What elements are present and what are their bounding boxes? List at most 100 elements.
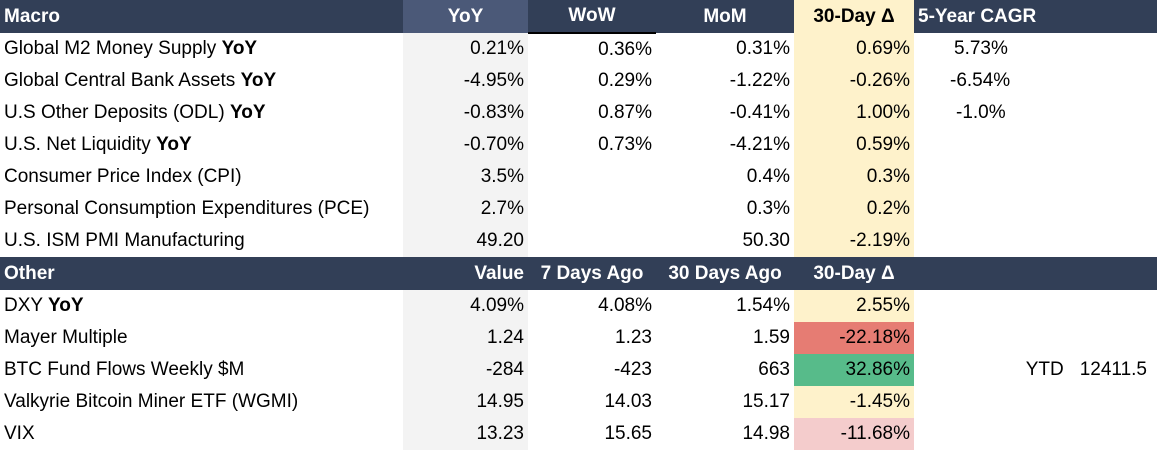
cell-5-year-cagr [914,161,1157,193]
cell-30-days-ago: 663 [758,359,790,380]
cell-7-days-ago: 4.08% [598,295,652,316]
table-row: Consumer Price Index (CPI) 3.5% 0.4% 0.3… [0,161,1157,193]
cell-30-days-ago: 1.54% [736,295,790,316]
cell-5-year-cagr: -6.54% [950,70,1011,91]
cell-5-year-cagr [914,193,1157,225]
cell-value: 4.09% [403,290,528,322]
cell-30-day-change: 32.86% [794,354,914,386]
cell-mom: -0.41% [729,102,790,123]
row-label: U.S. Net Liquidity YoY [4,134,192,155]
cell-5-year-cagr: -1.0% [956,102,1006,123]
other-section-title: Other [0,257,403,290]
cell-30-day-change: -2.19% [794,225,914,257]
row-label: U.S Other Deposits (ODL) YoY [4,102,266,123]
cell-mom: 0.4% [746,166,790,187]
row-label: BTC Fund Flows Weekly $M [4,359,245,380]
cell-yoy: 0.21% [403,33,528,65]
cell-yoy: 3.5% [403,161,528,193]
cell-yoy: 2.7% [403,193,528,225]
header-30-days-ago: 30 Days Ago [656,257,794,290]
cell-yoy: -4.95% [403,65,528,97]
table-row: BTC Fund Flows Weekly $M -284 -423 663 3… [0,354,1157,386]
cell-30-days-ago: 15.17 [742,391,790,412]
cell-30-days-ago: 14.98 [742,423,790,444]
cell-30-days-ago: 1.59 [753,327,790,348]
cell-30-day-change: 0.3% [794,161,914,193]
cell-empty [914,322,1157,354]
cell-30-day-change: 0.69% [794,33,914,65]
cell-wow: 0.87% [598,102,652,123]
cell-30-day-change: -1.45% [794,386,914,418]
cell-value: 14.95 [403,386,528,418]
cell-empty [914,418,1157,450]
table-row: U.S Other Deposits (ODL) YoY -0.83% 0.87… [0,97,1157,129]
row-label: Personal Consumption Expenditures (PCE) [4,198,370,219]
row-label: U.S. ISM PMI Manufacturing [4,230,245,251]
table-row: Mayer Multiple 1.24 1.23 1.59 -22.18% [0,322,1157,354]
header-30-day-change: 30-Day Δ [794,257,914,290]
table-row: U.S. ISM PMI Manufacturing 49.20 50.30 -… [0,225,1157,257]
cell-7-days-ago: -423 [613,359,652,380]
cell-yoy: -0.70% [403,129,528,161]
macro-header-row: Macro YoY WoW MoM 30-Day Δ 5-Year CAGR [0,0,1157,34]
cell-30-day-change: -22.18% [794,322,914,354]
cell-5-year-cagr [914,129,1157,161]
cell-mom: -1.22% [729,70,790,91]
cell-5-year-cagr [914,225,1157,257]
cell-30-day-change: 2.55% [794,290,914,322]
cell-wow: 0.73% [598,134,652,155]
ytd-value: 12411.5 [1079,359,1147,380]
cell-mom: -4.21% [729,134,790,155]
cell-wow: 0.29% [598,70,652,91]
header-mom: MoM [656,0,794,33]
cell-30-day-change: -0.26% [794,65,914,97]
cell-yoy: 49.20 [403,225,528,257]
cell-30-day-change: -11.68% [794,418,914,450]
cell-7-days-ago: 15.65 [604,423,652,444]
row-label: Global M2 Money Supply YoY [4,38,258,59]
other-header-row: Other Value 7 Days Ago 30 Days Ago 30-Da… [0,257,1157,290]
cell-7-days-ago: 14.03 [604,391,652,412]
table-row: U.S. Net Liquidity YoY -0.70% 0.73% -4.2… [0,129,1157,161]
cell-mom: 50.30 [742,230,790,251]
cell-mom: 0.3% [746,198,790,219]
cell-5-year-cagr: 5.73% [954,38,1008,59]
cell-30-day-change: 0.2% [794,193,914,225]
cell-wow [528,225,656,257]
ytd-label: YTD [1025,359,1064,380]
cell-30-day-change: 0.59% [794,129,914,161]
row-label: VIX [4,423,35,444]
cell-value: 1.24 [403,322,528,354]
cell-value: -284 [403,354,528,386]
row-label: Valkyrie Bitcoin Miner ETF (WGMI) [4,391,299,412]
cell-empty [914,386,1157,418]
table-row: Global Central Bank Assets YoY -4.95% 0.… [0,65,1157,97]
header-value: Value [403,257,528,290]
header-5-year-cagr: 5-Year CAGR [914,0,1157,33]
cell-yoy: -0.83% [403,97,528,129]
cell-30-day-change: 1.00% [794,97,914,129]
ytd-cell: YTD 12411.5 [914,354,1157,386]
row-label: Global Central Bank Assets YoY [4,70,277,91]
table-row: DXY YoY 4.09% 4.08% 1.54% 2.55% [0,290,1157,322]
cell-wow [528,161,656,193]
row-label: DXY YoY [4,295,84,316]
header-7-days-ago: 7 Days Ago [528,257,656,290]
header-empty [914,257,1157,290]
cell-wow [528,193,656,225]
header-yoy: YoY [403,0,528,33]
macro-section-title: Macro [0,0,403,33]
cell-7-days-ago: 1.23 [615,327,652,348]
table-row: VIX 13.23 15.65 14.98 -11.68% [0,418,1157,450]
table-row: Valkyrie Bitcoin Miner ETF (WGMI) 14.95 … [0,386,1157,418]
table-row: Global M2 Money Supply YoY 0.21% 0.36% 0… [0,33,1157,65]
cell-empty [914,290,1157,322]
cell-value: 13.23 [403,418,528,450]
header-wow: WoW [528,0,656,34]
row-label: Consumer Price Index (CPI) [4,166,242,187]
header-30-day-change: 30-Day Δ [794,0,914,33]
cell-wow: 0.36% [598,38,652,60]
cell-mom: 0.31% [736,38,790,59]
table-row: Personal Consumption Expenditures (PCE) … [0,193,1157,225]
